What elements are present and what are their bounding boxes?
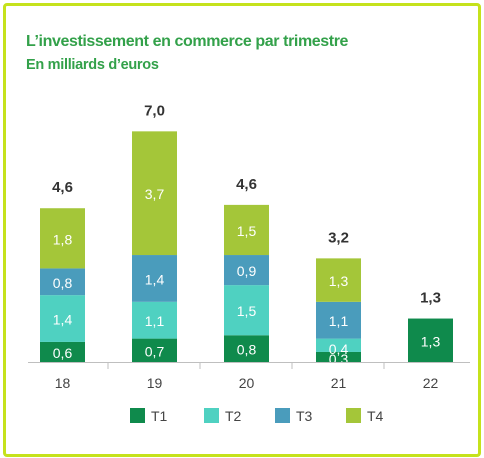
- legend-swatch-T2: [204, 408, 219, 423]
- bar-20-T2: [224, 285, 269, 336]
- bar-18-T4: [40, 208, 85, 269]
- bar-18-T3: [40, 268, 85, 296]
- bar-21-T1: [316, 351, 361, 362]
- data-label-19-T3: 1,4: [145, 271, 165, 287]
- data-label-20-T1: 0,8: [237, 342, 257, 358]
- x-tick-label-19: 19: [147, 375, 163, 391]
- legend-label-T4: T4: [367, 408, 384, 424]
- data-label-20-T3: 0,9: [237, 263, 257, 279]
- legend-label-T2: T2: [225, 408, 242, 424]
- bar-19-T4: [132, 131, 177, 256]
- bar-20-T1: [224, 335, 269, 362]
- bar-21-T4: [316, 258, 361, 302]
- data-label-18-T1: 0,6: [53, 345, 73, 361]
- bar-20-T3: [224, 255, 269, 286]
- bar-18-T2: [40, 295, 85, 342]
- bar-19-T1: [132, 338, 177, 362]
- chart-subtitle: En milliards d’euros: [26, 57, 159, 73]
- bar-18-T1: [40, 341, 85, 362]
- legend-swatch-T3: [275, 408, 290, 423]
- total-label-20: 4,6: [236, 176, 257, 193]
- x-tick-label-20: 20: [239, 375, 255, 391]
- bar-20-T4: [224, 204, 269, 256]
- bar-21-T3: [316, 301, 361, 339]
- x-axis: 18 19 20 21 22: [28, 362, 470, 391]
- bar-22-T1: [408, 318, 453, 362]
- data-label-22-T1: 1,3: [421, 333, 441, 349]
- data-label-18-T3: 0,8: [53, 275, 73, 291]
- data-label-21-T3: 1,1: [329, 313, 349, 329]
- legend-swatch-T4: [346, 408, 361, 423]
- bar-19-T3: [132, 255, 177, 302]
- data-label-20-T2: 1,5: [237, 303, 257, 319]
- total-label-21: 3,2: [328, 229, 349, 246]
- x-tick-label-21: 21: [331, 375, 347, 391]
- data-label-18-T4: 1,8: [53, 231, 73, 247]
- chart-title: L’investissement en commerce par trimest…: [26, 33, 349, 50]
- total-label-22: 1,3: [420, 290, 441, 307]
- legend-label-T1: T1: [151, 408, 168, 424]
- bar-19-T2: [132, 301, 177, 339]
- data-label-21-T2: 0,4: [329, 341, 349, 357]
- data-label-20-T4: 1,5: [237, 223, 257, 239]
- data-label-19-T4: 3,7: [145, 186, 165, 202]
- legend: T1 T2 T3 T4: [130, 408, 384, 424]
- total-label-18: 4,6: [52, 179, 73, 196]
- total-label-19: 7,0: [144, 102, 165, 119]
- bar-21-T2: [316, 338, 361, 352]
- data-label-18-T2: 1,4: [53, 312, 73, 328]
- legend-swatch-T1: [130, 408, 145, 423]
- x-tick-label-18: 18: [55, 375, 71, 391]
- data-label-19-T1: 0,7: [145, 343, 165, 359]
- data-label-21-T4: 1,3: [329, 273, 349, 289]
- data-label-19-T2: 1,1: [145, 313, 165, 329]
- legend-label-T3: T3: [296, 408, 313, 424]
- x-tick-label-22: 22: [423, 375, 439, 391]
- bars-layer: 0,6 1,4 0,8 1,8 4,6 0,7 1,1 1,4 3,7 7,0 0,8 1,5 0,9 1…: [40, 102, 453, 367]
